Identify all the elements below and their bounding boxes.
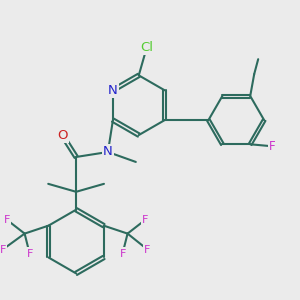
- Text: O: O: [57, 129, 68, 142]
- Text: F: F: [144, 244, 151, 254]
- Text: N: N: [103, 146, 113, 158]
- Text: F: F: [0, 244, 6, 254]
- Text: F: F: [26, 248, 33, 259]
- Text: F: F: [119, 248, 126, 259]
- Text: F: F: [4, 215, 10, 225]
- Text: F: F: [269, 140, 275, 153]
- Text: N: N: [108, 84, 118, 97]
- Text: Cl: Cl: [140, 41, 153, 54]
- Text: F: F: [142, 215, 149, 225]
